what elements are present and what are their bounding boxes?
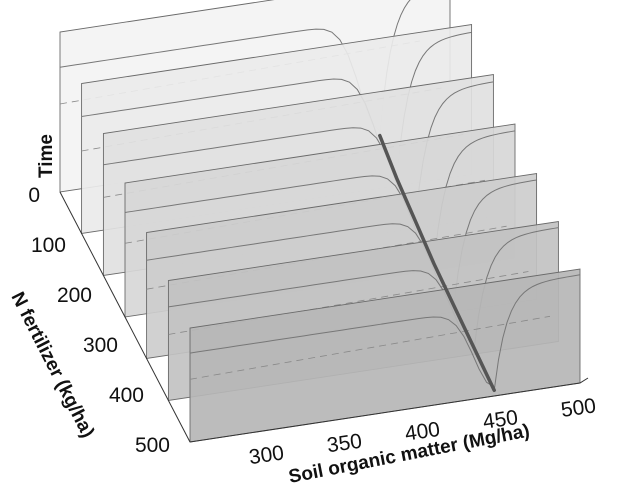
y-tick-label: 300 — [83, 334, 118, 357]
x-tick-label: 300 — [247, 441, 285, 469]
y-tick-label: 100 — [31, 234, 66, 257]
y-axis-label: N fertilizer (kg/ha) — [7, 289, 99, 442]
x-tick-label: 400 — [403, 418, 441, 446]
slice-baseline-6 — [189, 315, 551, 380]
slice-curve-right-6 — [493, 274, 581, 391]
z-axis-label: Time — [36, 134, 57, 178]
y-tick-label: 500 — [135, 434, 170, 457]
slice-curve-left-6 — [189, 316, 495, 388]
slice-curve-right-4 — [453, 179, 537, 306]
y-tick-label: 0 — [28, 184, 40, 207]
y-tick-label: 400 — [109, 384, 144, 407]
y-tick-label: 200 — [57, 284, 92, 307]
x-tick-label: 350 — [325, 430, 363, 458]
y-tick-labels: 0 100 200 300 400 500 — [28, 184, 170, 457]
slice-curve-right-3 — [433, 130, 516, 264]
slice-curve-left-2 — [103, 127, 416, 218]
slice-curve-right-5 — [473, 227, 559, 349]
slice-curve-left-1 — [81, 78, 398, 175]
slice-curve-left-4 — [146, 223, 455, 303]
x-tick-labels: 300 350 400 450 500 — [247, 394, 597, 469]
ridge-line — [378, 133, 496, 393]
x-tick-label: 500 — [559, 394, 597, 422]
x-axis-line — [189, 377, 589, 443]
y-axis-line — [59, 191, 191, 443]
axes-group — [59, 191, 589, 443]
slice-curve-left-3 — [124, 175, 435, 260]
slice-curve-left-0 — [59, 28, 381, 132]
slice-curve-left-5 — [168, 270, 475, 346]
slices-group — [59, 0, 581, 443]
x-tick-label: 450 — [481, 406, 519, 434]
